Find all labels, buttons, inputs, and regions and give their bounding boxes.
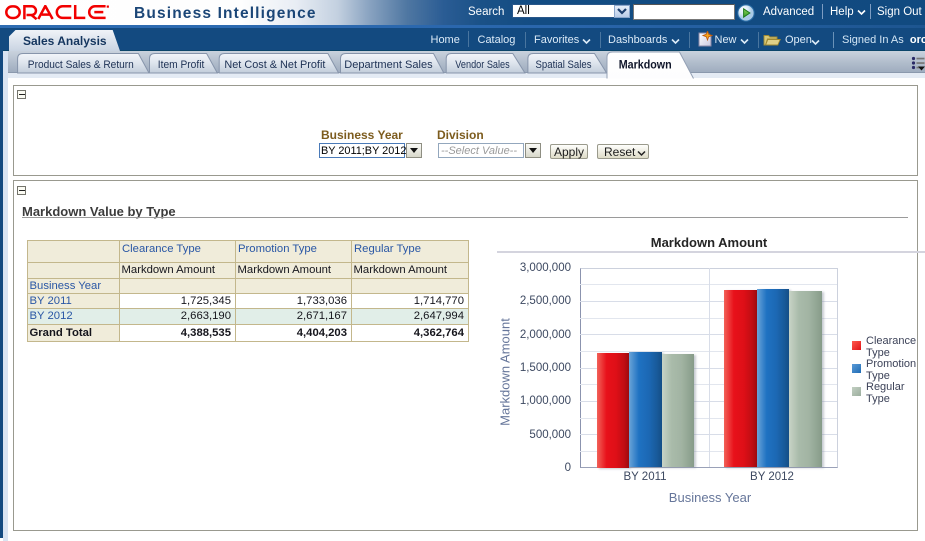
svg-text:Vendor Sales: Vendor Sales	[455, 59, 510, 71]
svg-text:Item Profit: Item Profit	[158, 59, 205, 71]
svg-text:Markdown: Markdown	[619, 58, 672, 72]
svg-text:Spatial Sales: Spatial Sales	[536, 59, 592, 71]
svg-text:Product Sales & Return: Product Sales & Return	[28, 59, 134, 71]
svg-text:Department Sales: Department Sales	[344, 59, 433, 71]
svg-text:Net Cost & Net Profit: Net Cost & Net Profit	[224, 59, 325, 71]
